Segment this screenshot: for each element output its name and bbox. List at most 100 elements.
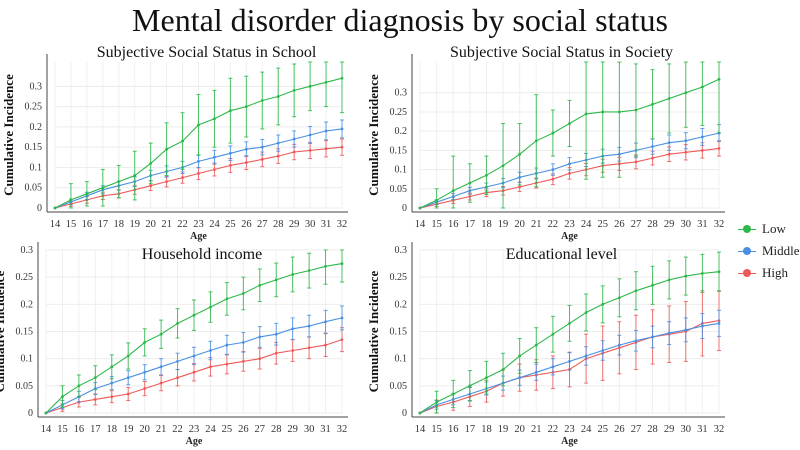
data-point-middle <box>340 127 344 131</box>
panel-school: Subjective Social Status in School 0 0.05 0… <box>1 44 348 242</box>
y-tick-label: 0.05 <box>390 184 408 195</box>
x-tick-label: 29 <box>289 219 300 230</box>
data-point-low <box>518 354 522 358</box>
data-point-high <box>176 376 179 380</box>
x-tick-label: 24 <box>209 219 220 230</box>
y-tick-label: 0 <box>402 203 407 214</box>
data-point-low <box>77 384 81 388</box>
data-point-high <box>126 392 130 396</box>
legend-dot-low <box>743 225 751 233</box>
data-point-low <box>451 189 455 193</box>
data-point-high <box>684 150 688 154</box>
x-tick-label: 32 <box>714 424 725 435</box>
data-point-low <box>684 91 688 95</box>
x-tick-label: 26 <box>238 424 249 435</box>
data-point-high <box>228 164 232 167</box>
data-point-low <box>617 110 621 114</box>
data-point-middle <box>197 159 200 163</box>
data-point-middle <box>258 335 262 339</box>
data-point-high <box>667 152 671 156</box>
x-axis-label: Age <box>561 231 578 242</box>
y-tick-label: 0.3 <box>21 245 34 256</box>
y-tick-label: 0.3 <box>395 245 408 256</box>
data-point-low <box>617 296 621 300</box>
data-point-low <box>324 264 327 268</box>
x-tick-label: 23 <box>189 424 200 435</box>
x-axis-label: Age <box>561 436 578 447</box>
x-tick-label: 21 <box>156 424 167 435</box>
data-point-low <box>61 395 64 399</box>
data-point-high <box>244 161 248 164</box>
data-point-high <box>258 357 262 361</box>
data-point-low <box>501 164 505 168</box>
data-point-middle <box>276 141 280 145</box>
data-point-high <box>225 362 229 366</box>
data-point-low <box>176 321 179 325</box>
data-point-middle <box>667 141 671 145</box>
data-point-high <box>292 150 296 154</box>
data-point-low <box>485 173 488 177</box>
x-tick-label: 31 <box>320 424 331 435</box>
x-tick-label: 19 <box>129 219 140 230</box>
y-tick-label: 0.15 <box>390 327 408 338</box>
x-tick-label: 20 <box>145 219 156 230</box>
x-tick-label: 23 <box>193 219 204 230</box>
data-point-high <box>340 145 344 149</box>
data-point-low <box>149 161 153 165</box>
data-point-high <box>274 351 278 355</box>
data-point-low <box>601 302 605 306</box>
x-tick-label: 32 <box>337 219 348 230</box>
data-point-low <box>307 269 311 273</box>
data-point-middle <box>651 335 654 339</box>
x-tick-label: 22 <box>548 424 559 435</box>
data-point-low <box>93 376 97 380</box>
data-point-high <box>307 346 311 350</box>
data-point-middle <box>568 162 571 166</box>
panel-society: Subjective Social Status in Society 0 0.05… <box>366 44 725 242</box>
data-point-low <box>700 85 704 89</box>
data-point-low <box>634 289 638 293</box>
data-point-high <box>93 398 97 401</box>
x-tick-label: 20 <box>514 219 525 230</box>
legend-swatch-middle <box>738 245 756 257</box>
data-point-middle <box>126 376 130 380</box>
data-point-high <box>159 381 163 385</box>
x-tick-label: 32 <box>337 424 348 435</box>
panel-title: Subjective Social Status in Society <box>450 44 673 61</box>
x-tick-label: 16 <box>448 219 459 230</box>
data-point-middle <box>634 339 638 343</box>
x-tick-label: 26 <box>241 219 252 230</box>
x-tick-label: 18 <box>114 219 125 230</box>
data-point-high <box>340 338 344 342</box>
legend-label-middle: Middle <box>762 243 800 258</box>
x-tick-label: 21 <box>531 424 542 435</box>
x-tick-label: 22 <box>172 424 183 435</box>
x-tick-label: 24 <box>581 424 592 435</box>
data-point-low <box>197 123 200 127</box>
x-tick-label: 17 <box>465 424 476 435</box>
legend-swatch-high <box>738 267 756 279</box>
data-point-middle <box>324 320 327 324</box>
data-point-middle <box>551 168 555 171</box>
data-point-low <box>551 332 555 336</box>
data-point-low <box>126 354 130 358</box>
data-point-low <box>69 198 73 202</box>
legend-item-middle: Middle <box>738 240 800 262</box>
panel-title: Subjective Social Status in School <box>97 44 317 61</box>
data-point-middle <box>534 370 538 374</box>
data-point-low <box>601 110 605 114</box>
x-tick-label: 22 <box>177 219 188 230</box>
data-point-low <box>418 206 422 210</box>
x-tick-label: 29 <box>664 219 675 230</box>
data-point-high <box>634 160 638 164</box>
data-point-low <box>260 99 264 102</box>
data-point-high <box>276 154 280 158</box>
y-axis-label: Cumulative Incidence <box>366 74 381 196</box>
data-point-middle <box>143 370 147 374</box>
y-tick-label: 0.15 <box>390 145 408 156</box>
data-point-middle <box>228 151 232 155</box>
legend: Low Middle High <box>738 218 800 284</box>
y-tick-label: 0.1 <box>21 354 34 365</box>
data-point-low <box>568 321 571 325</box>
